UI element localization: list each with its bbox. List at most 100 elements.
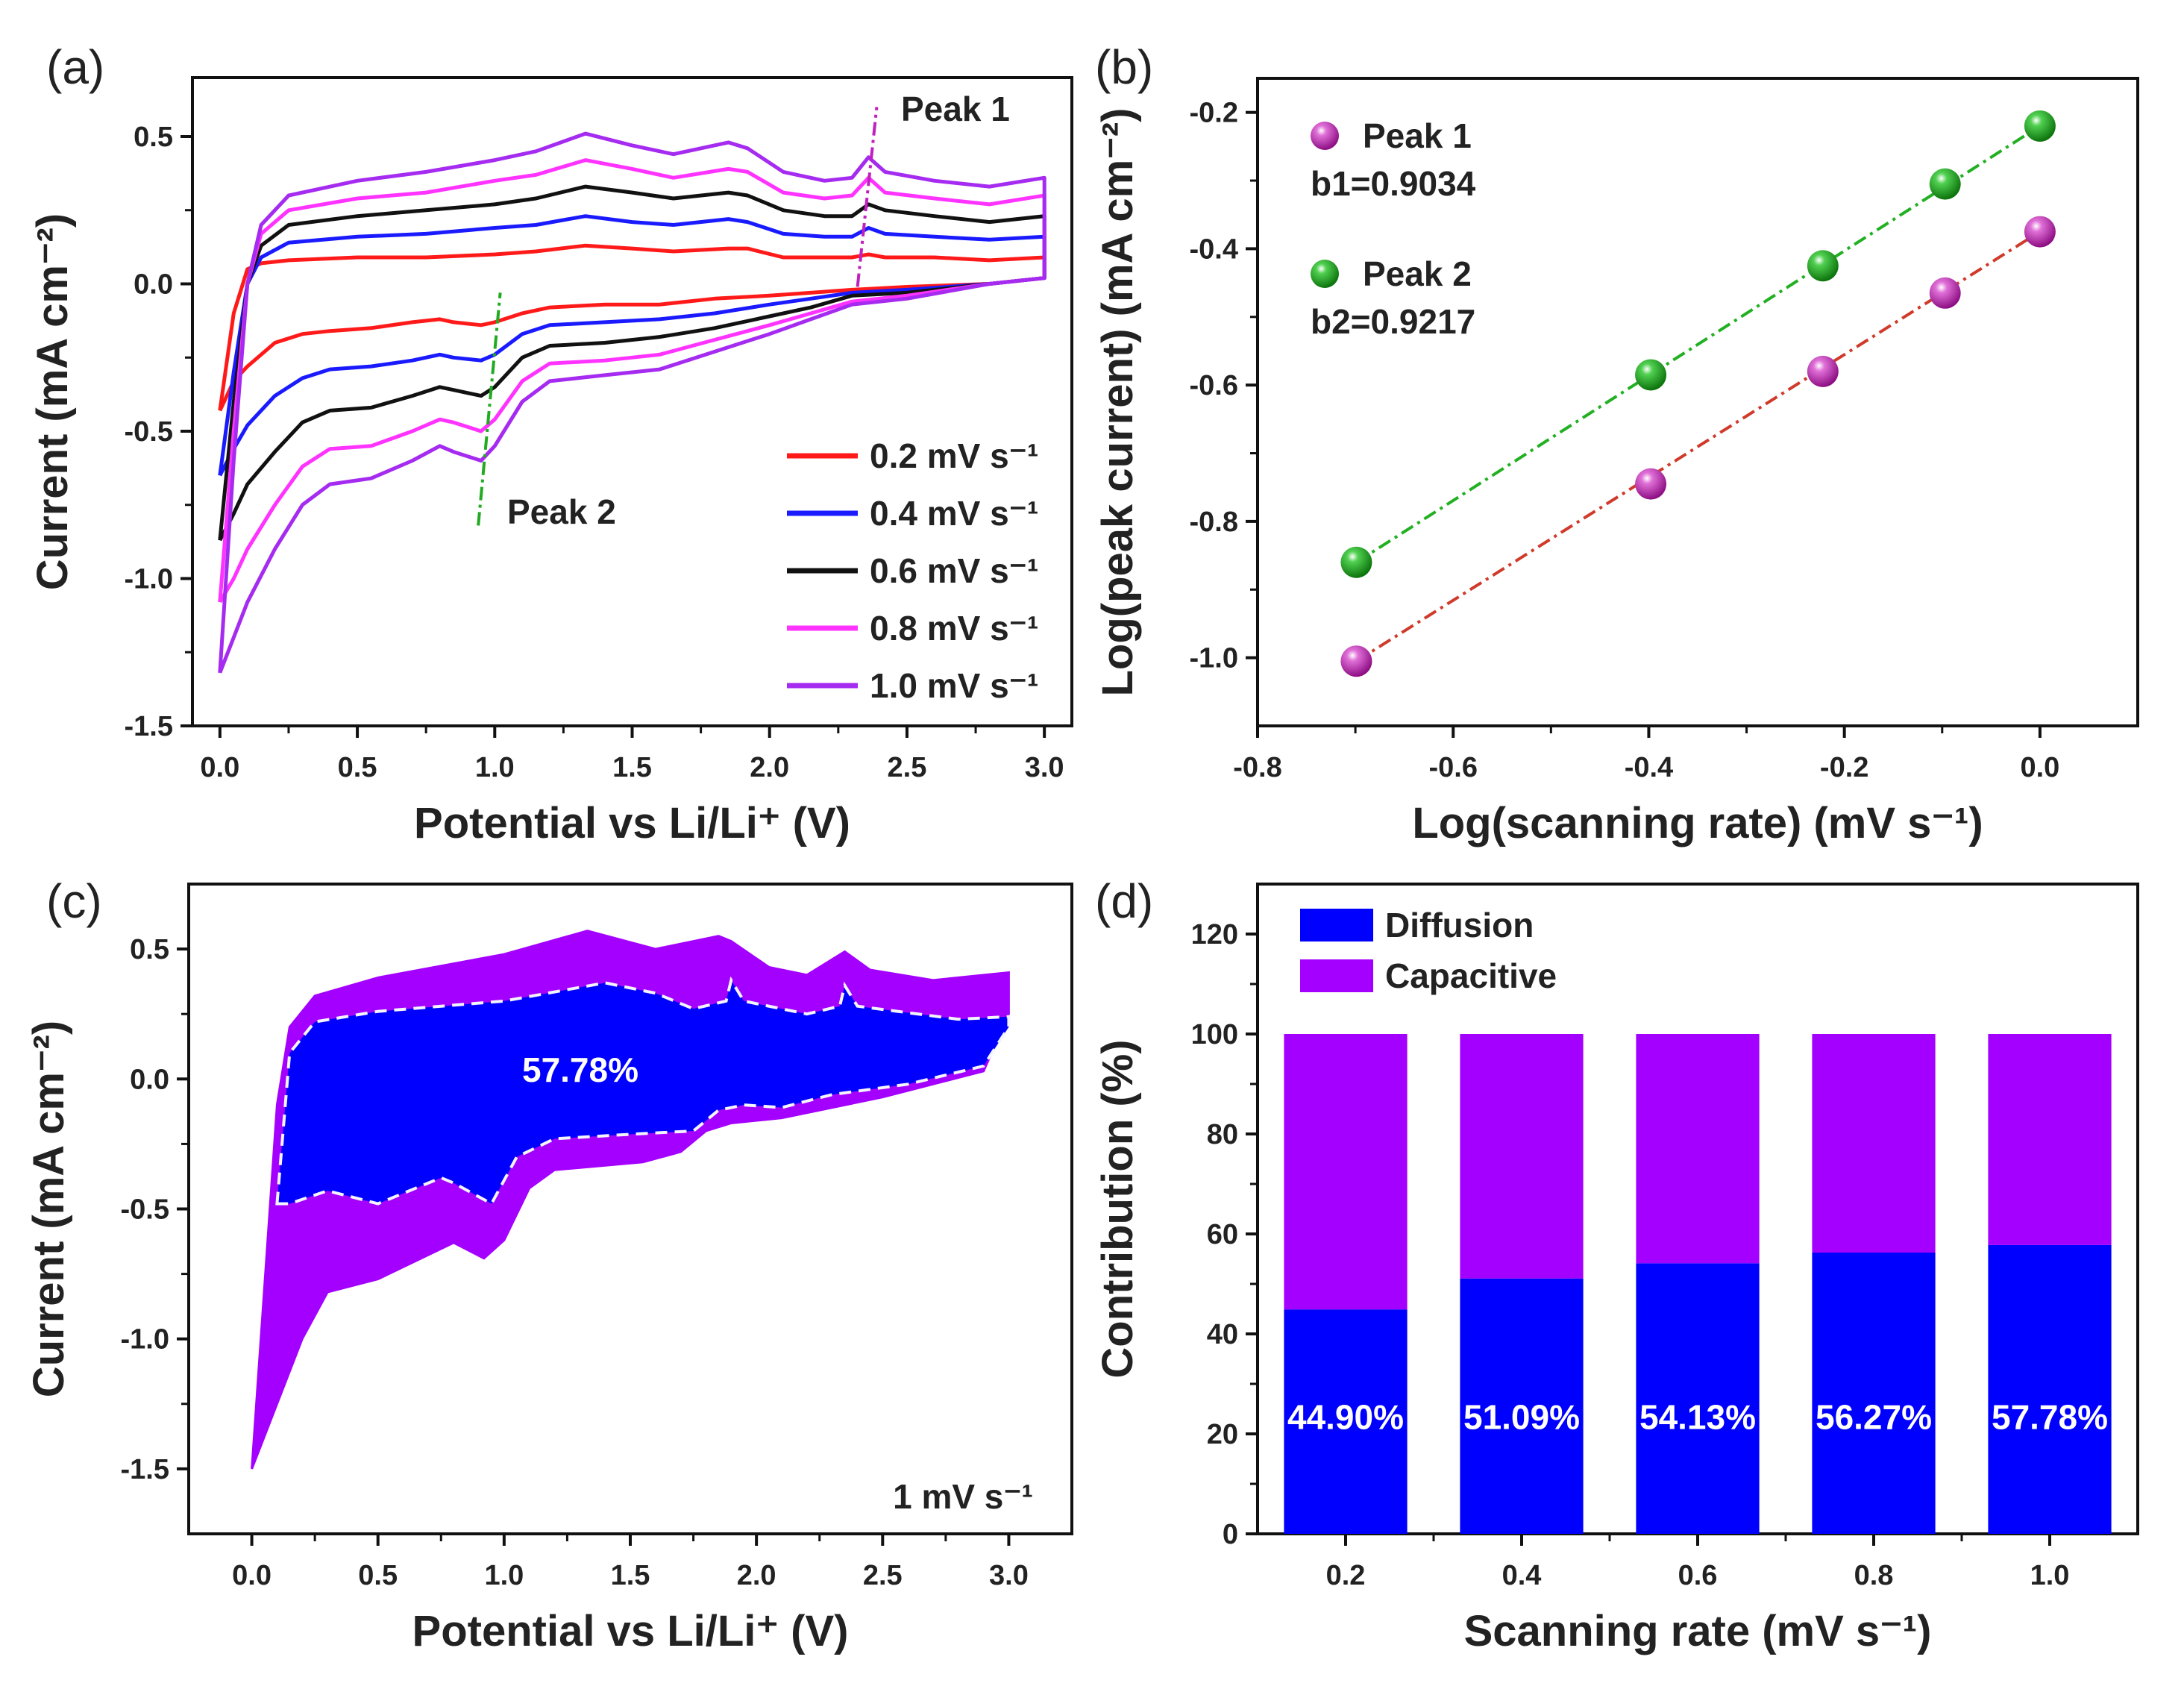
legend-marker <box>1311 260 1339 288</box>
x-tick-label: 0.6 <box>1678 1560 1718 1591</box>
y-tick-label: -0.4 <box>1190 234 1238 265</box>
data-point-marker <box>1340 645 1372 677</box>
data-point-marker <box>1807 250 1839 282</box>
y-tick-label: 60 <box>1207 1219 1238 1250</box>
legend-swatch <box>1300 959 1373 992</box>
x-tick-label: 0.0 <box>200 752 239 783</box>
y-axis-title: Contribution (%) <box>1093 1039 1142 1378</box>
y-axis-title: Current (mA cm⁻²) <box>28 213 77 590</box>
panel-b-log-fit: -0.8 -0.6 -0.4 -0.2 0.0 -1.0 -0.8 -0.6 -0.4 -0.2 L… <box>1093 77 2139 847</box>
y-tick-label: 0.5 <box>130 934 169 965</box>
panel-label-a: (a) <box>46 40 104 94</box>
data-point-marker <box>1929 168 1961 200</box>
legend-label: 0.8 mV s⁻¹ <box>870 609 1038 648</box>
bar-segment-capacitive <box>1988 1034 2112 1245</box>
y-tick-label: 100 <box>1191 1019 1238 1050</box>
x-tick-label: 1.0 <box>2030 1560 2070 1591</box>
legend-label: Capacitive <box>1385 956 1557 995</box>
x-tick-label: -0.6 <box>1428 752 1477 783</box>
data-point-marker <box>2024 110 2056 142</box>
y-tick-label: 120 <box>1191 919 1238 950</box>
x-tick-label: -0.8 <box>1233 752 1281 783</box>
legend-label: 0.4 mV s⁻¹ <box>870 494 1038 533</box>
bar-segment-diffusion <box>1636 1263 1760 1534</box>
slope-annotation: b2=0.9217 <box>1311 302 1475 341</box>
x-tick-label: 1.5 <box>612 752 652 783</box>
y-tick-label: 80 <box>1207 1119 1238 1150</box>
x-tick-label: -0.2 <box>1820 752 1868 783</box>
legend-label: Peak 1 <box>1363 116 1472 155</box>
percentage-label: 57.78% <box>522 1050 638 1089</box>
y-tick-label: 0 <box>1223 1519 1238 1550</box>
x-tick-label: 1.5 <box>611 1560 650 1591</box>
y-tick-label: 40 <box>1207 1319 1238 1350</box>
y-tick-label: -0.8 <box>1190 507 1238 538</box>
peak-annotation: Peak 2 <box>507 492 616 531</box>
x-axis-title: Potential vs Li/Li⁺ (V) <box>412 1607 849 1655</box>
x-tick-label: 2.0 <box>750 752 789 783</box>
area-regions <box>251 930 1011 1470</box>
legend-label: Peak 2 <box>1363 254 1472 293</box>
bar-data-label: 54.13% <box>1639 1397 1756 1436</box>
y-axis-title: Current (mA cm⁻²) <box>25 1021 73 1397</box>
bar-segment-diffusion <box>1460 1278 1584 1534</box>
data-point-marker <box>1929 277 1961 309</box>
panel-a-cv-curves: 0.0 0.5 1.0 1.5 2.0 2.5 3.0 -1.5 -1.0 -0.5 0.0 0.5 P… <box>28 76 1073 847</box>
x-tick-label: 0.2 <box>1326 1560 1366 1591</box>
x-tick-label: 0.0 <box>2020 752 2059 783</box>
y-tick-label: 20 <box>1207 1419 1238 1450</box>
cv-curve-series <box>218 131 1046 674</box>
bar-segment-capacitive <box>1284 1034 1408 1310</box>
x-tick-label: 0.5 <box>338 752 377 783</box>
peak-annotation: Peak 1 <box>901 90 1010 128</box>
peak-guide-line <box>856 107 879 287</box>
cv-curve-series <box>218 158 1046 604</box>
bar-segment-capacitive <box>1812 1034 1936 1253</box>
x-axis-title: Log(scanning rate) (mV s⁻¹) <box>1412 799 1983 847</box>
x-axis-title: Potential vs Li/Li⁺ (V) <box>414 799 850 847</box>
y-tick-label: -1.0 <box>1190 643 1238 674</box>
bar-data-label: 51.09% <box>1463 1397 1580 1436</box>
y-tick-label: -1.0 <box>125 564 173 595</box>
x-tick-label: 0.0 <box>232 1560 272 1591</box>
legend-marker <box>1311 122 1339 150</box>
legend-swatch <box>1300 909 1373 941</box>
data-point-marker <box>1635 468 1667 500</box>
x-tick-label: 1.0 <box>475 752 515 783</box>
y-tick-label: 0.5 <box>134 122 173 153</box>
y-tick-label: -0.5 <box>125 416 173 448</box>
panel-label-b: (b) <box>1095 40 1153 94</box>
fit-line <box>1355 230 2041 662</box>
bar-data-label: 57.78% <box>1992 1397 2108 1436</box>
x-tick-label: 0.5 <box>358 1560 398 1591</box>
bar-segment-diffusion <box>1284 1309 1408 1534</box>
panel-label-c: (c) <box>46 874 102 928</box>
x-tick-label: 3.0 <box>1025 752 1064 783</box>
bar-data-label: 44.90% <box>1287 1397 1404 1436</box>
cv-curves <box>218 131 1046 674</box>
y-tick-label: -1.5 <box>125 711 173 742</box>
y-tick-label: -0.6 <box>1190 370 1238 401</box>
y-tick-label: 0.0 <box>130 1064 169 1095</box>
data-point-marker <box>1635 359 1667 391</box>
x-tick-label: 0.4 <box>1502 1560 1542 1591</box>
y-tick-label: -0.2 <box>1190 98 1238 129</box>
y-tick-label: -0.5 <box>121 1194 169 1226</box>
x-axis-title: Scanning rate (mV s⁻¹) <box>1464 1607 1932 1655</box>
panel-label-d: (d) <box>1095 874 1153 928</box>
y-tick-label: -1.0 <box>121 1324 169 1356</box>
plot-frame <box>1256 77 2139 727</box>
x-tick-label: 2.0 <box>737 1560 776 1591</box>
legend-label: Diffusion <box>1385 906 1534 944</box>
x-tick-label: 3.0 <box>989 1560 1029 1591</box>
legend-label: 0.6 mV s⁻¹ <box>870 551 1038 590</box>
data-point-marker <box>1807 355 1839 387</box>
bar-data-label: 56.27% <box>1816 1397 1932 1436</box>
legend-label: 1.0 mV s⁻¹ <box>870 666 1038 705</box>
x-tick-label: 2.5 <box>863 1560 903 1591</box>
legend-label: 0.2 mV s⁻¹ <box>870 436 1038 475</box>
x-tick-label: 2.5 <box>888 752 927 783</box>
panel-c-capacitive-area: 0.0 0.5 1.0 1.5 2.0 2.5 3.0 -1.5 -1.0 -0.5 0.0 0.5 P… <box>25 883 1073 1655</box>
bar-segment-diffusion <box>1812 1252 1936 1534</box>
fit-line <box>1355 125 2041 564</box>
